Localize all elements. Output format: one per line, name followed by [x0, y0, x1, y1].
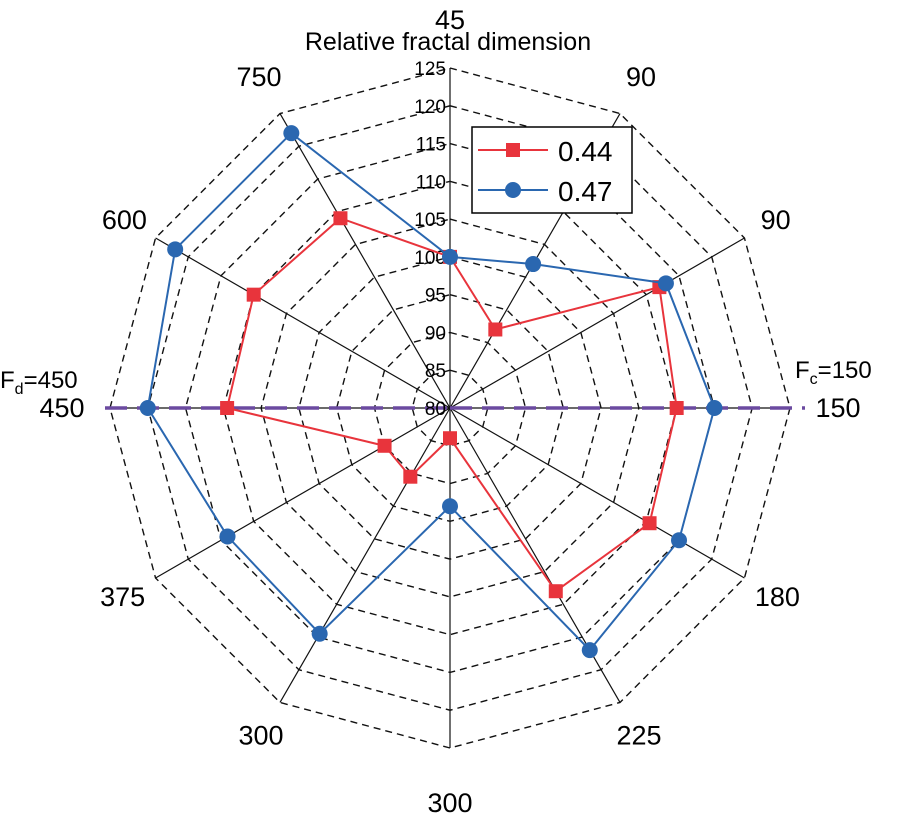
legend: 0.44 0.47 — [471, 126, 633, 214]
spoke-11 — [279, 113, 451, 409]
category-label-5: 225 — [616, 720, 661, 750]
category-label-8: 375 — [100, 582, 145, 612]
category-label-1: 90 — [626, 62, 656, 92]
category-label-0: 45 — [435, 5, 465, 35]
legend-box — [471, 126, 633, 214]
radial-tick-80: 80 — [425, 399, 446, 420]
radial-tick-110: 110 — [416, 172, 446, 193]
spoke-4 — [449, 407, 745, 579]
category-label-7: 300 — [238, 720, 283, 750]
category-label-11: 750 — [236, 62, 281, 92]
point-0-47-5 — [581, 642, 598, 659]
point-0-44-5 — [548, 584, 563, 599]
legend-label-047: 0.47 — [558, 176, 613, 207]
category-label-4: 180 — [755, 582, 800, 612]
point-0-47-8 — [219, 528, 236, 545]
spoke-2 — [449, 237, 745, 409]
point-0-44-3 — [669, 401, 684, 415]
category-label-2: 90 — [761, 205, 791, 235]
series-layer — [139, 125, 723, 659]
radar-grid — [109, 67, 791, 749]
point-0-44-11 — [333, 211, 348, 226]
category-label-10: 600 — [102, 205, 147, 235]
radial-tick-90: 90 — [425, 323, 446, 344]
point-0-47-6 — [442, 498, 458, 515]
ref-label-fd: Fd=450 — [0, 367, 78, 398]
point-0-47-11 — [283, 125, 300, 142]
radial-tick-85: 85 — [425, 361, 446, 382]
legend-marker-044 — [506, 143, 520, 157]
category-label-9: 450 — [39, 393, 84, 423]
legend-label-044: 0.44 — [558, 136, 613, 167]
point-0-44-1 — [488, 322, 503, 337]
category-label-3: 150 — [815, 393, 860, 423]
spoke-10 — [155, 237, 451, 409]
category-label-6: 300 — [427, 788, 472, 817]
point-0-44-8 — [377, 438, 392, 453]
ref-label-fc: Fc=150 — [795, 357, 872, 388]
point-0-47-10 — [167, 241, 184, 258]
point-0-44-4 — [642, 516, 657, 531]
point-0-44-9 — [220, 401, 235, 415]
chart-title: Relative fractal dimension — [305, 28, 591, 56]
point-0-47-9 — [139, 400, 156, 416]
legend-marker-047 — [505, 182, 521, 198]
point-0-47-3 — [706, 400, 723, 416]
point-0-44-7 — [403, 469, 418, 484]
spoke-5 — [449, 407, 621, 703]
category-labels: 45 90 90 150 180 225 300 300 375 450 600 750 — [39, 5, 860, 817]
radial-tick-115: 115 — [416, 135, 446, 156]
point-0-44-6 — [443, 431, 457, 446]
radial-tick-105: 105 — [414, 210, 446, 231]
point-0-47-1 — [525, 256, 542, 273]
point-0-47-2 — [657, 275, 674, 292]
radial-tick-125: 125 — [414, 59, 446, 80]
point-0-44-10 — [246, 287, 261, 302]
spoke-7 — [279, 407, 451, 703]
point-0-47-7 — [311, 625, 328, 642]
radial-tick-95: 95 — [425, 286, 446, 307]
spoke-8 — [155, 407, 451, 579]
radial-tick-120: 120 — [414, 97, 446, 118]
point-0-47-4 — [671, 532, 688, 549]
point-0-47-0 — [442, 248, 458, 265]
